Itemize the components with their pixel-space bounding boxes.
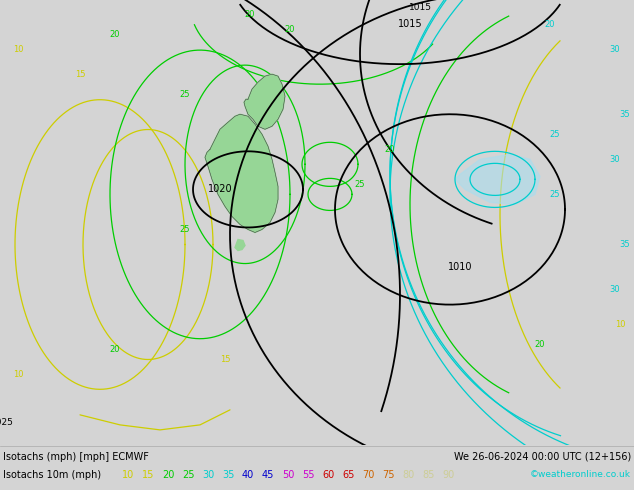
Text: 1025: 1025 xyxy=(0,418,13,427)
Text: 50: 50 xyxy=(282,470,294,480)
Polygon shape xyxy=(205,114,278,232)
Text: 25: 25 xyxy=(180,225,190,234)
Text: 40: 40 xyxy=(242,470,254,480)
Polygon shape xyxy=(235,240,245,250)
Polygon shape xyxy=(244,74,285,129)
Text: 10: 10 xyxy=(13,45,23,53)
Text: 35: 35 xyxy=(619,110,630,119)
Text: 90: 90 xyxy=(442,470,454,480)
Text: 10: 10 xyxy=(615,320,625,329)
Text: 15: 15 xyxy=(142,470,154,480)
Text: ©weatheronline.co.uk: ©weatheronline.co.uk xyxy=(530,470,631,479)
Text: 35: 35 xyxy=(619,240,630,249)
Text: 1010: 1010 xyxy=(448,262,472,271)
Text: 25: 25 xyxy=(550,130,560,139)
Text: 20: 20 xyxy=(110,29,120,39)
Text: 15: 15 xyxy=(220,355,230,364)
Text: 20: 20 xyxy=(385,145,395,154)
Text: 1020: 1020 xyxy=(208,184,232,195)
Text: 20: 20 xyxy=(110,345,120,354)
Text: 80: 80 xyxy=(402,470,414,480)
Text: 65: 65 xyxy=(342,470,354,480)
Text: 30: 30 xyxy=(610,285,620,294)
Text: 35: 35 xyxy=(222,470,235,480)
Text: 30: 30 xyxy=(202,470,214,480)
Polygon shape xyxy=(455,154,540,204)
Text: 60: 60 xyxy=(322,470,334,480)
Text: 1015: 1015 xyxy=(408,2,432,11)
Text: 10: 10 xyxy=(13,370,23,379)
Text: 75: 75 xyxy=(382,470,394,480)
Text: 25: 25 xyxy=(550,190,560,199)
Text: 30: 30 xyxy=(610,45,620,53)
Text: 45: 45 xyxy=(262,470,275,480)
Text: Isotachs (mph) [mph] ECMWF: Isotachs (mph) [mph] ECMWF xyxy=(3,452,149,462)
Text: 1015: 1015 xyxy=(398,19,422,29)
Text: 20: 20 xyxy=(285,24,295,33)
Text: 85: 85 xyxy=(422,470,434,480)
Text: 25: 25 xyxy=(182,470,195,480)
Text: 70: 70 xyxy=(362,470,374,480)
Text: 25: 25 xyxy=(355,180,365,189)
Text: 20: 20 xyxy=(545,20,555,28)
Text: 20: 20 xyxy=(162,470,174,480)
Text: Isotachs 10m (mph): Isotachs 10m (mph) xyxy=(3,470,101,480)
Text: 10: 10 xyxy=(122,470,134,480)
Text: 25: 25 xyxy=(180,90,190,98)
Text: 15: 15 xyxy=(75,70,85,79)
Text: 20: 20 xyxy=(534,340,545,349)
Text: We 26-06-2024 00:00 UTC (12+156): We 26-06-2024 00:00 UTC (12+156) xyxy=(454,452,631,462)
Text: 30: 30 xyxy=(610,155,620,164)
Text: 20: 20 xyxy=(245,9,256,19)
Text: 55: 55 xyxy=(302,470,314,480)
